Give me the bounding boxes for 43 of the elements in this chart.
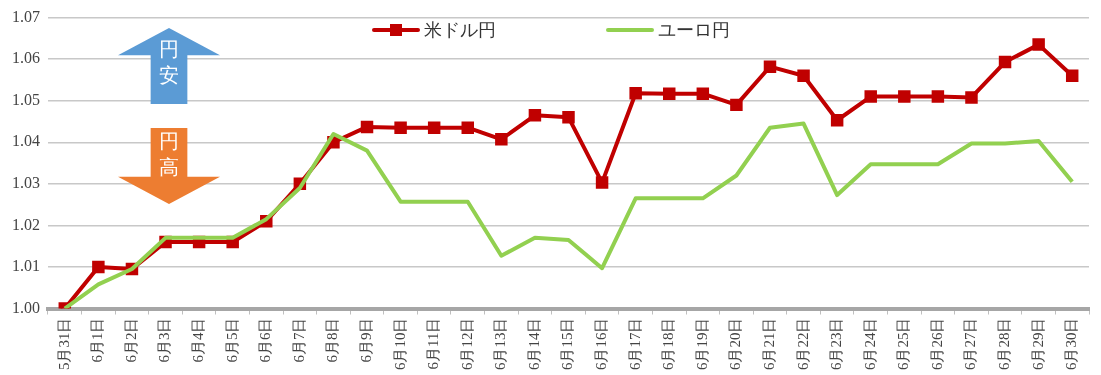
x-tick-label: 6月26日: [928, 317, 945, 370]
x-tick-label: 6月22日: [794, 317, 811, 370]
y-tick-label: 1.04: [12, 132, 40, 150]
x-tick-label: 6月18日: [660, 317, 677, 370]
x-tick-label: 6月24日: [861, 317, 878, 370]
x-tick-label: 6月6日: [257, 317, 274, 363]
y-tick-label: 1.02: [12, 215, 40, 233]
x-tick-label: 6月5日: [223, 317, 240, 363]
x-tick-label: 6月17日: [626, 317, 643, 370]
x-tick-label: 6月23日: [828, 317, 845, 370]
y-tick-label: 1.05: [12, 90, 40, 108]
x-tick-label: 6月19日: [693, 317, 710, 370]
x-tick-label: 6月7日: [290, 317, 307, 363]
annotation: 円安: [159, 37, 179, 88]
x-tick-label: 6月2日: [122, 317, 139, 363]
x-tick-label: 6月20日: [727, 317, 744, 370]
y-tick-label: 1.00: [12, 298, 40, 316]
x-tick-label: 6月8日: [324, 317, 341, 363]
x-tick-label: 6月13日: [492, 317, 509, 370]
x-tick-label: 6月28日: [995, 317, 1012, 370]
legend-label: 米ドル円: [423, 19, 496, 42]
x-tick-label: 6月3日: [156, 317, 173, 363]
y-tick-label: 1.03: [12, 174, 40, 192]
x-tick-label: 6月9日: [357, 317, 374, 363]
x-tick-label: 6月11日: [425, 317, 442, 370]
y-tick-label: 1.07: [12, 7, 40, 25]
x-tick-label: 6月15日: [559, 317, 576, 370]
x-tick-label: 6月29日: [1029, 317, 1046, 370]
y-tick-label: 1.01: [12, 257, 40, 275]
x-tick-label: 6月21日: [760, 317, 777, 370]
annotation: 円高: [159, 129, 179, 180]
x-tick-label: 6月30日: [1063, 317, 1080, 370]
x-tick-label: 6月10日: [391, 317, 408, 370]
x-tick-label: 5月31日: [55, 317, 72, 370]
x-tick-label: 6月25日: [895, 317, 912, 370]
x-tick-label: 6月1日: [89, 317, 106, 363]
x-tick-label: 6月12日: [458, 317, 475, 370]
x-tick-label: 6月4日: [190, 317, 207, 363]
x-tick-label: 6月14日: [525, 317, 542, 370]
legend-label: ユーロ円: [657, 19, 730, 42]
x-tick-label: 6月16日: [593, 317, 610, 370]
y-tick-label: 1.06: [12, 49, 40, 67]
x-tick-label: 6月27日: [962, 317, 979, 370]
